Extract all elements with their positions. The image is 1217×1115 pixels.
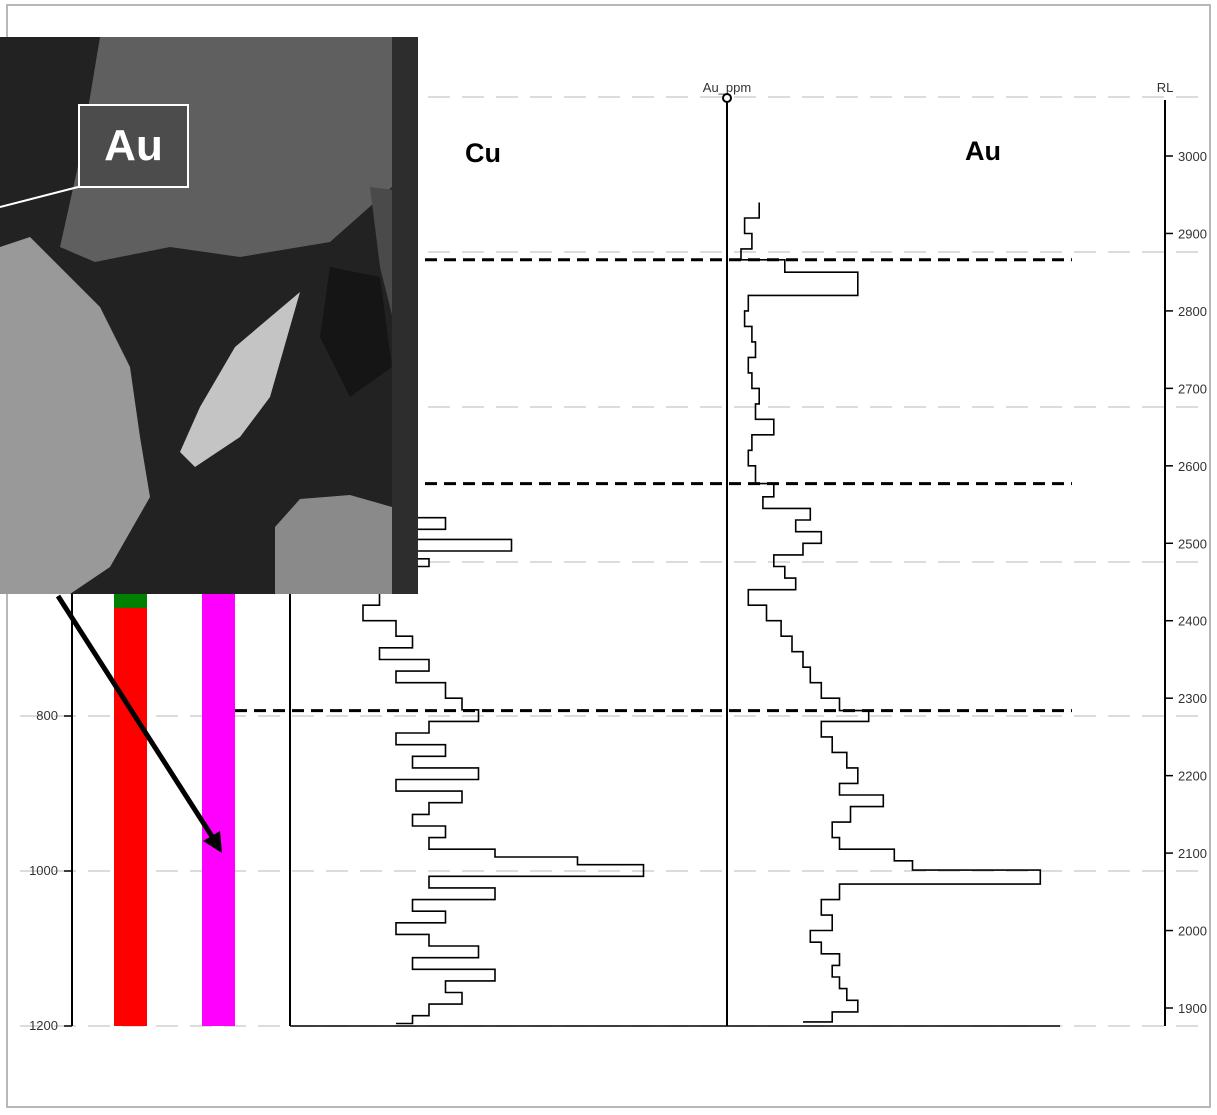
rl-tick-label-2100: 2100 xyxy=(1178,846,1207,861)
strip-columns xyxy=(114,590,235,1026)
rl-tick-label-2700: 2700 xyxy=(1178,381,1207,396)
lithology-strip-top xyxy=(114,590,147,608)
depth-tick-label-1200: 1200 xyxy=(29,1018,58,1033)
rl-tick-label-3000: 3000 xyxy=(1178,149,1207,164)
au-ppm-header: Au_ppm xyxy=(703,80,751,95)
au-track-title: Au xyxy=(965,136,1001,166)
rl-tick-label-2800: 2800 xyxy=(1178,304,1207,319)
rl-tick-label-2000: 2000 xyxy=(1178,924,1207,939)
rl-axis-label: RL xyxy=(1157,80,1174,95)
pointer-arrow-head xyxy=(203,831,222,853)
cu-trace xyxy=(345,360,645,1025)
grain-gold xyxy=(180,292,300,467)
grain-right-lower xyxy=(275,495,392,594)
au-trace xyxy=(740,202,1042,1023)
rl-tick-label-2600: 2600 xyxy=(1178,459,1207,474)
series-traces xyxy=(345,202,1042,1025)
lithology-strip xyxy=(114,608,147,1026)
rl-tick-label-1900: 1900 xyxy=(1178,1001,1207,1016)
label-leader-line xyxy=(0,186,79,208)
alteration-strip xyxy=(202,590,235,1026)
au-header-marker xyxy=(722,93,732,103)
tick-labels: 800 1000 1200 3000 2900 2800 2700 2600 2500 2400 2… xyxy=(29,149,1207,1033)
rl-tick-label-2500: 2500 xyxy=(1178,536,1207,551)
rl-tick-label-2200: 2200 xyxy=(1178,769,1207,784)
rl-tick-label-2400: 2400 xyxy=(1178,614,1207,629)
rl-tick-label-2900: 2900 xyxy=(1178,226,1207,241)
pointer-arrow-shaft xyxy=(55,594,216,840)
grain-dark-patch xyxy=(320,267,392,397)
grain-left xyxy=(0,237,150,594)
depth-tick-label-800: 800 xyxy=(36,708,58,723)
sem-image xyxy=(0,37,418,594)
depth-tick-label-1000: 1000 xyxy=(29,863,58,878)
rl-tick-label-2300: 2300 xyxy=(1178,691,1207,706)
cu-track-title: Cu xyxy=(465,138,501,168)
au-grain-label: Au xyxy=(78,104,189,188)
grain-upper xyxy=(60,37,392,262)
sem-photo-inset: Au xyxy=(0,37,418,594)
